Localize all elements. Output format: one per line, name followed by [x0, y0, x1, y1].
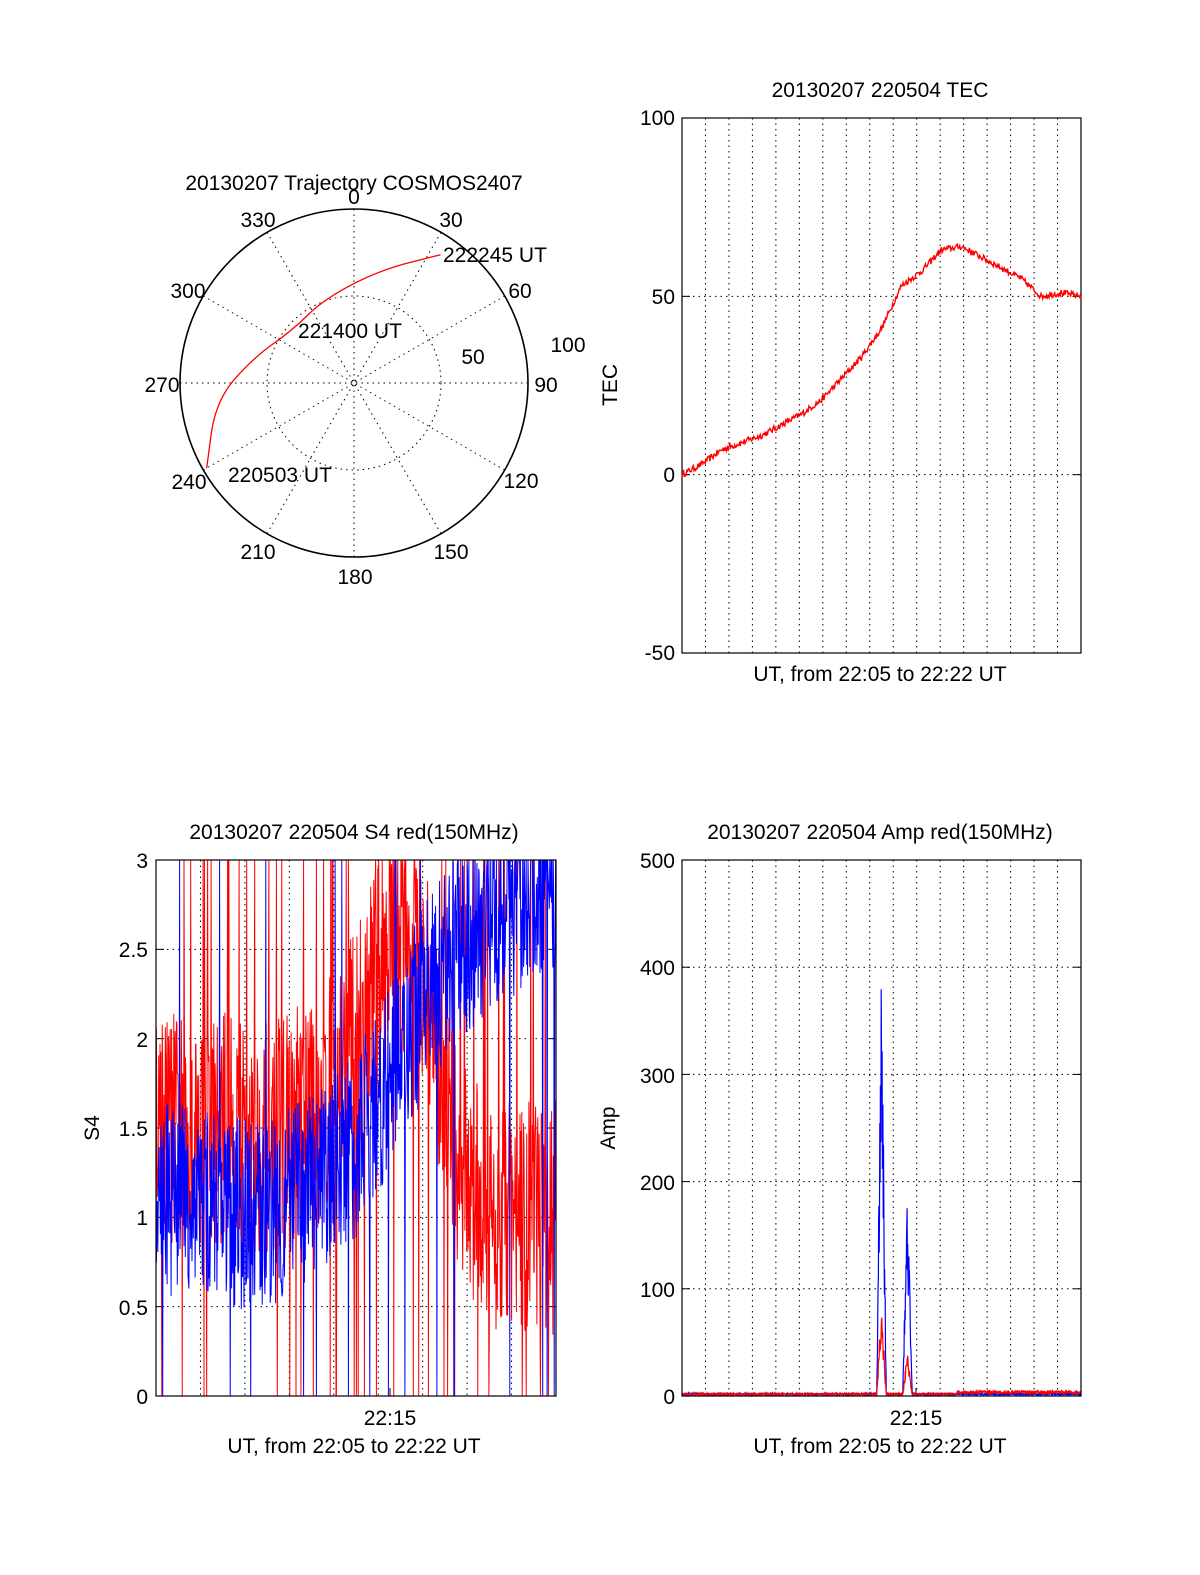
polar-angle-label: 240	[171, 471, 206, 494]
s4-ytick-label: 1.5	[119, 1118, 148, 1141]
amp-plot-frame	[681, 859, 1082, 1397]
polar-angle-label: 60	[508, 280, 531, 303]
polar-radial-label: 50	[461, 346, 484, 369]
trajectory-start-label: 220503 UT	[228, 464, 332, 487]
polar-spoke	[266, 232, 442, 534]
amp-xtick-label: 22:15	[890, 1407, 943, 1430]
amp-ytick-label: 400	[640, 957, 675, 980]
s4-ytick-label: 0.5	[119, 1297, 148, 1320]
amp-ytick-label: 200	[640, 1172, 675, 1195]
amp-ytick-label: 500	[640, 850, 675, 873]
polar-angle-label: 180	[337, 566, 372, 589]
tec-ytick-label: 100	[640, 107, 675, 130]
amp-grid	[682, 860, 1081, 1396]
s4-panel: 20130207 220504 S4 red(150MHz) 0 0.5 1 1…	[81, 821, 557, 1458]
amp-title: 20130207 220504 Amp red(150MHz)	[707, 821, 1053, 844]
s4-ylabel: S4	[81, 1115, 104, 1141]
amp-xlabel: UT, from 22:05 to 22:22 UT	[753, 1435, 1006, 1458]
polar-angle-label: 300	[170, 280, 205, 303]
amp-ytick-label: 100	[640, 1279, 675, 1302]
tec-ylabel: TEC	[599, 364, 622, 406]
tec-ytick-label: -50	[645, 642, 675, 665]
polar-spoke	[266, 232, 442, 534]
s4-ytick-label: 1	[136, 1207, 148, 1230]
polar-angle-label: 150	[433, 541, 468, 564]
tec-series-line	[681, 242, 1082, 478]
tec-plot-frame	[681, 117, 1082, 654]
amp-red-series	[681, 1316, 1082, 1398]
polar-angle-label: 210	[240, 541, 275, 564]
polar-angle-label: 270	[144, 374, 179, 397]
polar-inner-circle	[266, 295, 442, 471]
amp-ylabel: Amp	[597, 1106, 620, 1149]
s4-plot-frame	[155, 859, 557, 1397]
polar-radial-label: 100	[550, 334, 585, 357]
s4-red-series	[155, 859, 557, 1397]
polar-trajectory-panel: 20130207 Trajectory COSMOS2407 0 30 60 9…	[144, 172, 585, 589]
s4-xtick-label: 22:15	[364, 1407, 417, 1430]
s4-ytick-label: 3	[136, 850, 148, 873]
amp-ytick-label: 0	[663, 1386, 675, 1409]
s4-ytick-label: 2	[136, 1029, 148, 1052]
polar-angle-label: 120	[503, 470, 538, 493]
tec-title: 20130207 220504 TEC	[772, 79, 989, 102]
polar-angle-label: 30	[439, 209, 462, 232]
polar-angle-label: 0	[348, 186, 360, 209]
s4-title: 20130207 220504 S4 red(150MHz)	[189, 821, 518, 844]
polar-angle-label: 330	[240, 209, 275, 232]
s4-ytick-label: 2.5	[119, 939, 148, 962]
amp-panel: 20130207 220504 Amp red(150MHz) 0 100 20…	[597, 821, 1082, 1458]
s4-xlabel: UT, from 22:05 to 22:22 UT	[227, 1435, 480, 1458]
trajectory-mid-label: 221400 UT	[298, 320, 402, 343]
tec-xlabel: UT, from 22:05 to 22:22 UT	[753, 663, 1006, 686]
tec-ytick-label: 50	[652, 286, 675, 309]
polar-title: 20130207 Trajectory COSMOS2407	[185, 172, 522, 195]
amp-ytick-label: 300	[640, 1065, 675, 1088]
polar-angle-label: 90	[534, 374, 557, 397]
tec-grid	[682, 118, 1081, 653]
trajectory-end-label: 222245 UT	[443, 244, 547, 267]
s4-ytick-label: 0	[136, 1386, 148, 1409]
s4-blue-series	[155, 859, 557, 1397]
trajectory-line	[206, 254, 441, 469]
tec-ytick-label: 0	[663, 464, 675, 487]
tec-panel: 20130207 220504 TEC 100 50 0 -50 TEC UT,…	[599, 79, 1082, 686]
